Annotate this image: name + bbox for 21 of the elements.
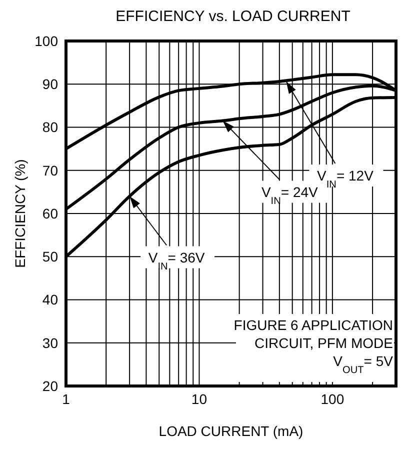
y-tick-label: 100 xyxy=(34,32,58,49)
annotation: V$_{IN}$= 24V xyxy=(261,184,319,207)
y-axis-title: EFFICIENCY (%) xyxy=(12,159,28,268)
x-axis-title: LOAD CURRENT (mA) xyxy=(158,423,304,439)
annotation: V$_{IN}$= 36V xyxy=(148,249,206,272)
y-tick-label: 30 xyxy=(42,334,58,351)
x-tick-label: 1 xyxy=(62,390,70,407)
y-tick-label: 80 xyxy=(42,119,58,136)
x-tick-label: 10 xyxy=(191,390,208,407)
y-tick-label: 60 xyxy=(42,205,58,222)
annotation: CIRCUIT, PFM MODE xyxy=(254,335,393,351)
y-tick-label: 40 xyxy=(42,292,58,308)
y-tick-label: 90 xyxy=(42,76,58,92)
annotation: V$_{IN}$= 12V xyxy=(317,168,374,191)
y-tick-label: 20 xyxy=(42,378,58,394)
annotation: FIGURE 6 APPLICATION xyxy=(234,317,393,333)
chart-title: EFFICIENCY vs. LOAD CURRENT xyxy=(114,8,352,25)
y-tick-label: 50 xyxy=(42,248,58,265)
x-tick-label: 100 xyxy=(320,390,344,407)
y-tick-label: 70 xyxy=(42,162,58,178)
annotation: V$_{OUT}$= 5V xyxy=(333,353,394,376)
